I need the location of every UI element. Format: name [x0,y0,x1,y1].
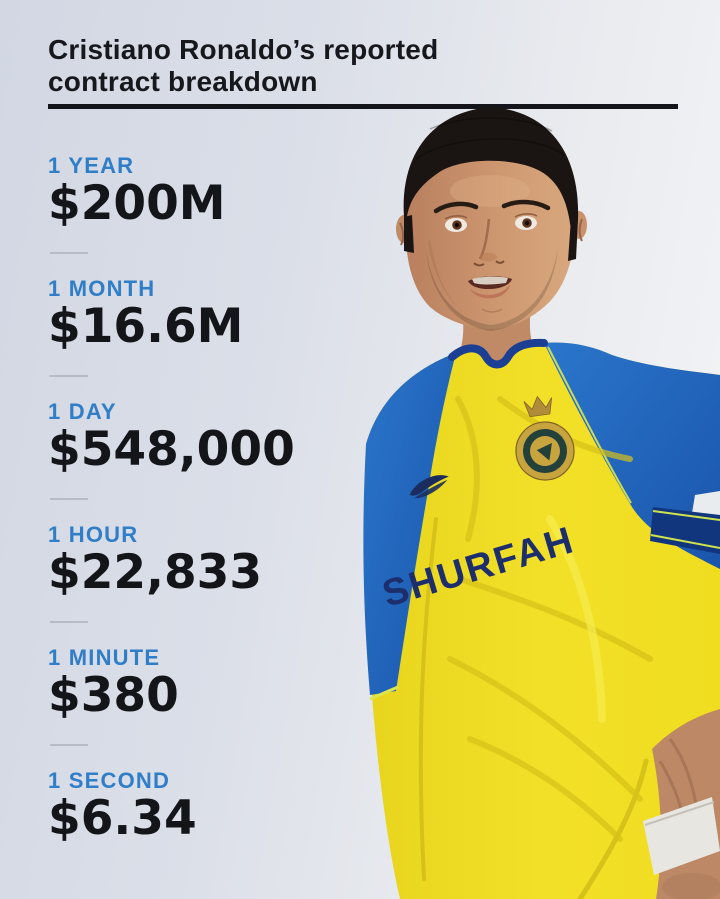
player-figure: SHURFAH [363,107,720,899]
stat-label: 1 SECOND [48,768,171,793]
stat-divider [50,621,88,623]
fabric-folds [418,396,653,899]
stat-label: 1 DAY [48,399,117,424]
stat-label: 1 YEAR [48,153,135,178]
mouth [468,276,512,299]
stat-value: $380 [48,668,179,723]
stat-value: $548,000 [48,422,295,477]
stat-1-minute: 1 MINUTE $380 [48,642,358,765]
brand-logo-icon [409,475,449,499]
captain-armband [650,507,720,554]
ronaldo-photo: SHURFAH [363,107,720,899]
collar [448,338,548,369]
stat-label: 1 MINUTE [48,645,161,670]
stat-1-second: 1 SECOND $6.34 [48,765,358,888]
jersey: SHURFAH [363,338,720,899]
stat-1-year: 1 YEAR $200M [48,150,358,273]
stat-divider [50,252,88,254]
wristband [643,797,720,875]
sleeve-white-stripe [692,491,720,519]
player-head [396,107,587,331]
stat-value: $6.34 [48,791,197,846]
stat-label: 1 HOUR [48,522,139,547]
stat-1-month: 1 MONTH $16.6M [48,273,358,396]
stat-divider [50,498,88,500]
hair [403,107,579,261]
left-sleeve [363,353,456,695]
stat-divider [50,375,88,377]
stat-1-day: 1 DAY $548,000 [48,396,358,519]
stat-value: $22,833 [48,545,263,600]
stat-label: 1 MONTH [48,276,156,301]
al-nassr-crest-icon [515,395,575,481]
page-title: Cristiano Ronaldo’s reported contract br… [48,34,439,98]
stat-list: 1 YEAR $200M 1 MONTH $16.6M 1 DAY $548,0… [48,150,358,888]
eyes [444,213,538,232]
title-underline [48,104,678,109]
stat-divider [50,744,88,746]
player-forearm [643,709,720,899]
stat-value: $16.6M [48,299,244,354]
stat-value: $200M [48,176,226,231]
stat-1-hour: 1 HOUR $22,833 [48,519,358,642]
